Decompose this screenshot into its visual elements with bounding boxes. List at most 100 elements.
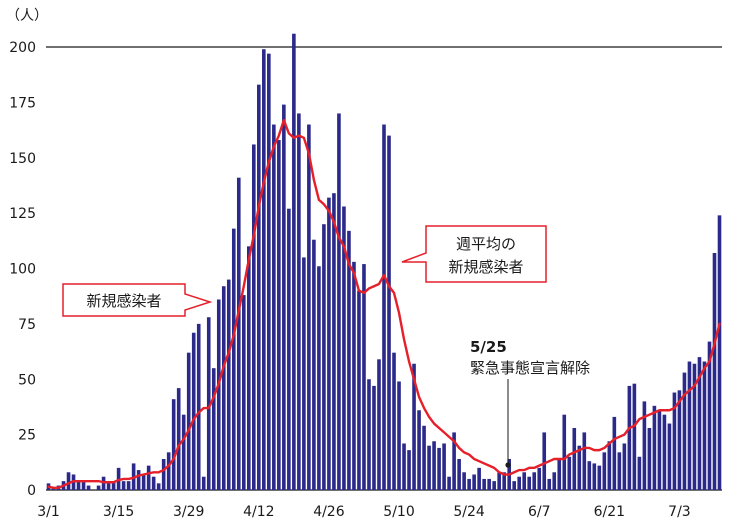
- daily-case-bar: [692, 363, 697, 490]
- daily-case-bar: [557, 458, 562, 490]
- daily-case-bar: [547, 478, 552, 490]
- daily-case-bar: [211, 368, 216, 490]
- x-tick-label: 3/15: [103, 504, 134, 520]
- y-tick-label: 175: [9, 95, 36, 111]
- daily-case-bar: [81, 481, 86, 490]
- daily-case-bar: [412, 363, 416, 490]
- daily-case-bar: [602, 452, 607, 490]
- daily-case-bar: [241, 295, 246, 490]
- x-tick-label: 6/7: [528, 504, 551, 520]
- daily-case-bar: [322, 224, 326, 490]
- daily-case-bar: [702, 361, 707, 490]
- daily-case-bar: [327, 197, 331, 490]
- daily-case-bar: [637, 456, 642, 490]
- daily-case-bar: [532, 472, 537, 490]
- x-tick-label: 7/3: [668, 504, 691, 520]
- daily-case-bar: [126, 481, 131, 490]
- daily-case-bar: [527, 476, 532, 490]
- daily-case-bar: [267, 53, 271, 491]
- daily-case-bar: [622, 443, 627, 490]
- weekly-average-callout-line2: 新規感染者: [448, 258, 523, 276]
- daily-case-bar: [221, 286, 226, 490]
- annotation-marker-dot: [505, 462, 511, 468]
- daily-case-bar: [437, 447, 441, 490]
- daily-case-bar: [191, 332, 196, 490]
- daily-case-bar: [632, 383, 637, 490]
- daily-case-bar: [587, 461, 592, 490]
- daily-case-bar: [377, 359, 381, 490]
- weekly-average-callout: 週平均の 新規感染者: [401, 225, 547, 283]
- daily-case-bar: [667, 423, 672, 490]
- daily-case-bar: [592, 463, 597, 490]
- daily-case-bar: [111, 481, 116, 490]
- x-tick-label: 4/26: [313, 504, 345, 520]
- daily-case-bar: [246, 246, 251, 490]
- daily-case-bar: [367, 379, 371, 490]
- daily-case-bar: [572, 427, 577, 490]
- daily-case-bar: [452, 432, 456, 490]
- x-tick-label: 4/12: [243, 504, 274, 520]
- daily-case-bar: [517, 476, 522, 490]
- daily-case-bar: [166, 452, 171, 490]
- y-tick-label: 200: [9, 40, 36, 56]
- daily-case-bar: [287, 208, 291, 490]
- y-tick-label: 25: [18, 428, 36, 444]
- daily-case-bar: [236, 177, 241, 490]
- daily-case-bar: [257, 84, 261, 490]
- daily-case-bar: [161, 458, 166, 490]
- daily-case-bar: [567, 456, 572, 490]
- daily-case-bar: [362, 264, 366, 490]
- daily-case-bar: [642, 401, 647, 490]
- daily-case-bar: [442, 443, 446, 490]
- daily-case-bar: [402, 443, 406, 490]
- x-axis-ticks: 3/1 3/15 3/29 4/12 4/26 5/10 5/24 6/7 6/21 7/3: [37, 504, 690, 520]
- daily-case-bar: [282, 104, 286, 490]
- daily-case-bar: [717, 215, 722, 490]
- daily-case-bar: [307, 124, 311, 491]
- daily-cases-callout-label: 新規感染者: [86, 292, 161, 310]
- daily-case-bar: [337, 113, 341, 490]
- daily-case-bar: [417, 410, 421, 490]
- daily-case-bar: [206, 317, 211, 490]
- y-tick-label: 0: [27, 483, 36, 499]
- daily-case-bar: [186, 352, 191, 490]
- daily-case-bar: [216, 299, 221, 490]
- daily-case-bar: [497, 472, 501, 490]
- daily-case-bar: [652, 405, 657, 490]
- daily-case-bar: [672, 392, 677, 490]
- weekly-average-line-layer: [47, 118, 721, 489]
- daily-case-bar: [387, 135, 391, 490]
- y-tick-label: 75: [18, 317, 36, 333]
- daily-case-bar: [141, 474, 146, 490]
- daily-case-bar: [226, 279, 231, 490]
- daily-case-bar: [427, 445, 431, 490]
- daily-case-bar: [76, 481, 81, 490]
- y-tick-label: 50: [18, 372, 36, 388]
- daily-case-bar: [312, 239, 316, 490]
- daily-case-bar: [352, 261, 356, 490]
- daily-case-bar: [297, 113, 301, 490]
- daily-cases-bars: [46, 33, 722, 491]
- daily-case-bar: [487, 478, 491, 490]
- daily-case-bar: [392, 352, 396, 490]
- daily-case-bar: [397, 381, 401, 490]
- weekly-average-callout-line1: 週平均の: [456, 235, 516, 253]
- y-axis-ticks: 0 25 50 75 100 125 150 175 200: [9, 40, 36, 499]
- daily-case-bar: [627, 385, 632, 490]
- daily-case-bar: [372, 385, 376, 490]
- y-tick-label: 150: [9, 151, 36, 167]
- y-tick-label: 100: [9, 262, 36, 278]
- emergency-lifted-annotation: 5/25 緊急事態宣言解除: [470, 338, 590, 468]
- daily-case-bar: [612, 416, 617, 490]
- daily-case-bar: [537, 467, 542, 490]
- daily-case-bar: [86, 485, 91, 490]
- daily-case-bar: [272, 124, 276, 491]
- daily-case-bar: [662, 414, 667, 490]
- daily-case-bar: [697, 357, 702, 490]
- y-tick-label: 125: [9, 206, 36, 222]
- annotation-date: 5/25: [470, 338, 507, 356]
- daily-case-bar: [151, 476, 156, 490]
- daily-case-bar: [552, 472, 557, 490]
- daily-case-bar: [252, 144, 256, 490]
